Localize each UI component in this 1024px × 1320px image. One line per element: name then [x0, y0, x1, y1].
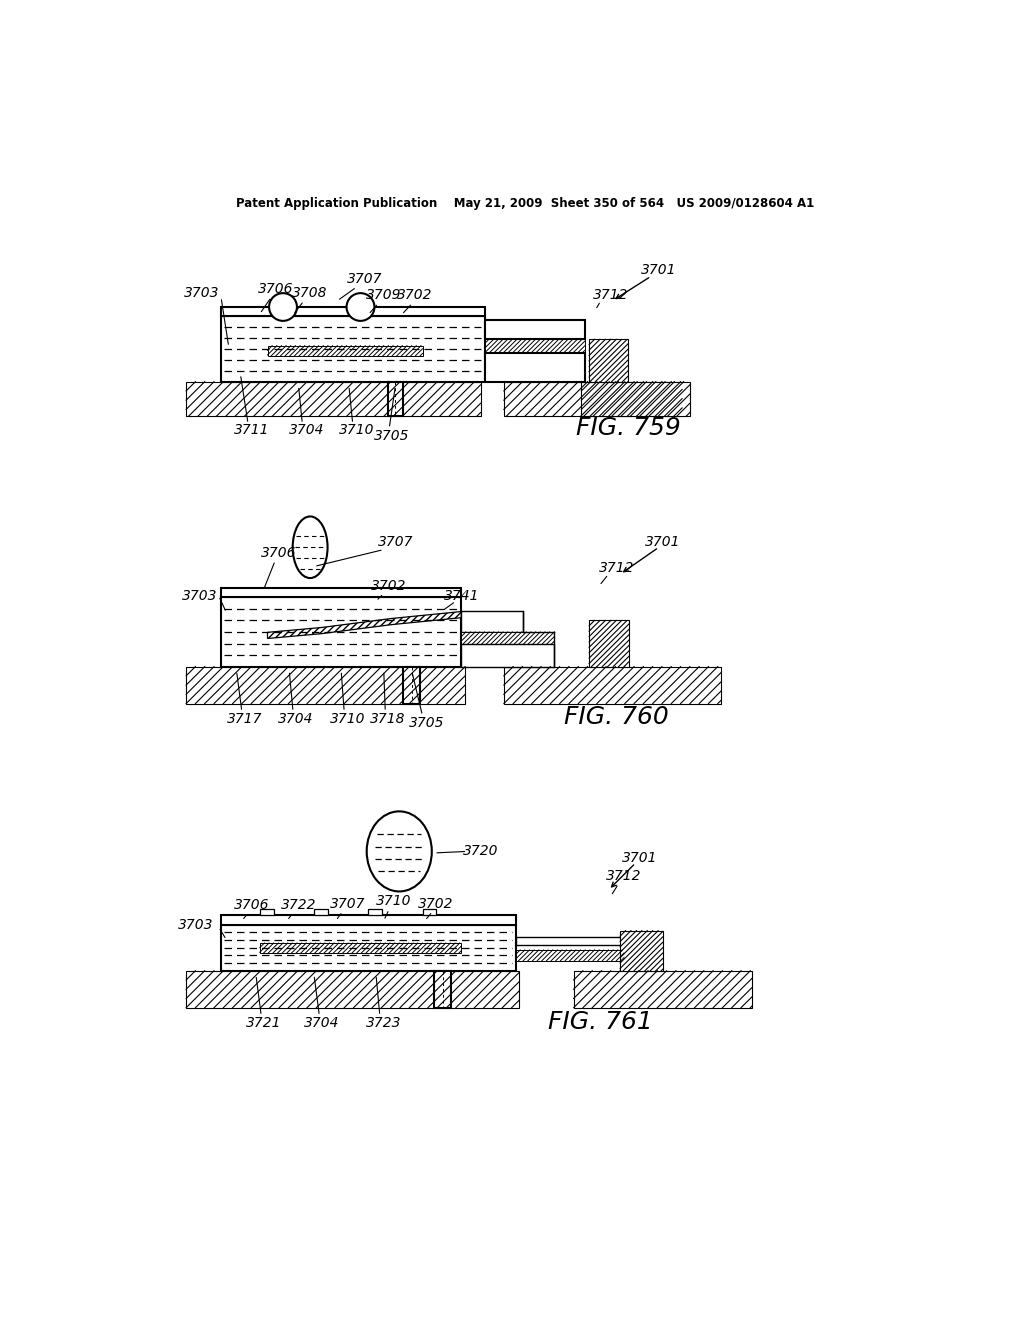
Text: 3702: 3702 [418, 896, 454, 911]
Text: 3711: 3711 [234, 424, 269, 437]
Bar [260, 942, 461, 953]
Bar [186, 381, 480, 416]
Text: 3712: 3712 [593, 288, 629, 302]
Text: 3707: 3707 [347, 272, 382, 286]
Text: 3710: 3710 [376, 895, 412, 908]
Text: 3708: 3708 [293, 286, 328, 300]
Text: 3704: 3704 [289, 424, 324, 437]
Text: 3702: 3702 [397, 289, 432, 302]
Bar [484, 321, 586, 339]
Text: 3741: 3741 [443, 589, 479, 603]
Text: 3722: 3722 [281, 899, 316, 912]
Polygon shape [267, 611, 461, 639]
Text: 3706: 3706 [257, 282, 293, 296]
Text: 3721: 3721 [246, 1016, 282, 1030]
Text: 3703: 3703 [182, 589, 218, 603]
Bar [369, 909, 382, 915]
Text: 3702: 3702 [372, 578, 407, 593]
Bar [388, 381, 403, 416]
Bar [504, 381, 682, 416]
Text: 3710: 3710 [330, 711, 366, 726]
Bar [403, 667, 420, 704]
Text: 3707: 3707 [378, 535, 413, 549]
Text: 3717: 3717 [226, 711, 262, 726]
Bar [515, 937, 624, 945]
Text: 3712: 3712 [598, 561, 634, 576]
Bar [221, 589, 461, 597]
Bar [621, 931, 663, 970]
Bar [221, 317, 484, 381]
Bar [434, 970, 452, 1007]
Bar [515, 950, 624, 961]
Bar [314, 909, 328, 915]
Bar [589, 339, 628, 381]
Text: 3703: 3703 [178, 917, 213, 932]
Text: 3720: 3720 [463, 845, 499, 858]
Circle shape [269, 293, 297, 321]
Text: FIG. 759: FIG. 759 [575, 416, 680, 440]
Bar [221, 597, 461, 667]
Bar [221, 308, 484, 317]
Bar [484, 352, 586, 381]
Text: 3705: 3705 [374, 429, 410, 442]
Text: 3723: 3723 [366, 1016, 401, 1030]
Text: 3707: 3707 [330, 896, 366, 911]
Bar [423, 909, 436, 915]
Bar [504, 667, 721, 704]
Ellipse shape [293, 516, 328, 578]
Bar [186, 970, 519, 1007]
Text: 3703: 3703 [184, 286, 219, 300]
Text: 3706: 3706 [261, 545, 297, 560]
Text: 3710: 3710 [339, 424, 375, 437]
Bar [267, 346, 423, 356]
Text: 3701: 3701 [641, 263, 677, 277]
Circle shape [346, 293, 375, 321]
Text: 3704: 3704 [279, 711, 314, 726]
Text: 3709: 3709 [366, 289, 401, 302]
Text: FIG. 760: FIG. 760 [564, 705, 669, 730]
Text: 3712: 3712 [606, 869, 642, 883]
Bar [186, 667, 465, 704]
Bar [461, 632, 554, 644]
Bar [221, 924, 515, 970]
Bar [221, 915, 515, 924]
Text: 3705: 3705 [409, 715, 444, 730]
Bar [582, 381, 690, 416]
Bar [461, 644, 554, 667]
Bar [260, 909, 273, 915]
Bar [589, 620, 630, 667]
Ellipse shape [367, 812, 432, 891]
Text: Patent Application Publication    May 21, 2009  Sheet 350 of 564   US 2009/01286: Patent Application Publication May 21, 2… [236, 197, 814, 210]
Bar [484, 339, 586, 352]
Text: FIG. 761: FIG. 761 [549, 1010, 653, 1034]
Text: 3718: 3718 [370, 711, 406, 726]
Bar [461, 611, 523, 632]
Text: 3704: 3704 [304, 1016, 340, 1030]
Text: 3706: 3706 [234, 899, 269, 912]
Text: 3701: 3701 [622, 850, 657, 865]
Text: 3701: 3701 [645, 535, 681, 549]
Bar [573, 970, 752, 1007]
